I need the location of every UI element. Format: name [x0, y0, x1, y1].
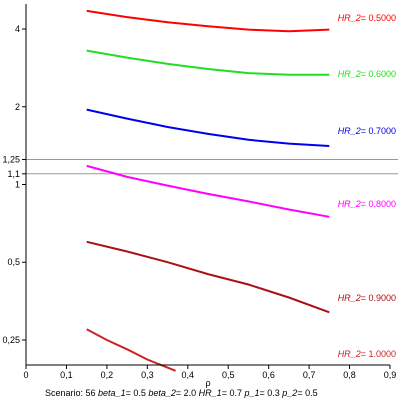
series-line	[86, 108, 330, 147]
x-axis-title: ρ	[205, 378, 210, 388]
series-label-value: = 1.0000	[361, 349, 396, 359]
series-label: HR_2= 1.0000	[338, 349, 396, 359]
series-label: HR_2= 0.6000	[338, 69, 396, 79]
y-tick-label: 1	[15, 180, 20, 190]
y-tick-label: 4	[15, 24, 20, 34]
scenario-label: Scenario:	[45, 388, 86, 398]
param-name: beta_2	[148, 388, 176, 398]
x-tick-label: 0,1	[60, 370, 73, 380]
param-name: p_1	[243, 388, 259, 398]
x-tick-label: 0,8	[343, 370, 356, 380]
param-value: = 0.5	[297, 388, 317, 398]
series-line	[86, 49, 330, 76]
param-name: beta_1	[98, 388, 126, 398]
series-label-name: HR_2	[338, 199, 361, 209]
x-tick-label: 0,2	[101, 370, 114, 380]
param-value: = 0.3	[260, 388, 283, 398]
ticks: 0 0,1 0,2 0,3 0,4 0,5 0,6 0,7 0,8 0,9 0,25 0,5 11,1 1…	[2, 24, 396, 380]
param-value: = 2.0	[176, 388, 199, 398]
y-tick-label: 2	[15, 102, 20, 112]
series-label: HR_2= 0.7000	[338, 126, 396, 136]
series-label: HR_2= 0.5000	[338, 13, 396, 23]
y-tick-label: 0,25	[2, 335, 20, 345]
x-tick-label: 0,7	[303, 370, 316, 380]
param-value: = 0.5	[126, 388, 149, 398]
series-label-name: HR_2	[338, 13, 361, 23]
series-label-name: HR_2	[338, 126, 361, 136]
series-label: HR_2= 0.9000	[338, 293, 396, 303]
x-tick-label: 0,3	[141, 370, 154, 380]
y-tick-label: 0,5	[7, 257, 20, 267]
axes	[25, 4, 390, 366]
x-tick-label: 0	[23, 370, 28, 380]
reference-lines	[26, 158, 398, 175]
series-line	[86, 240, 330, 314]
series-label: HR_2= 0.8000	[338, 199, 396, 209]
series-group	[86, 9, 330, 372]
param-name: HR_1	[199, 388, 222, 398]
x-tick-label: 0,9	[384, 370, 397, 380]
series-line	[86, 328, 176, 372]
scenario-value: 56	[86, 388, 99, 398]
series-label-name: HR_2	[338, 69, 361, 79]
series-label-name: HR_2	[338, 293, 361, 303]
series-line	[86, 9, 330, 33]
footer-text: Scenario: 56 beta_1= 0.5 beta_2= 2.0 HR_…	[45, 388, 318, 398]
series-label-value: = 0.5000	[361, 13, 396, 23]
param-name: p_2	[281, 388, 297, 398]
series-line	[86, 164, 330, 218]
series-label-value: = 0.7000	[361, 126, 396, 136]
x-tick-label: 0,4	[182, 370, 195, 380]
param-value: = 0.7	[222, 388, 245, 398]
x-tick-label: 0,5	[222, 370, 235, 380]
series-label-value: = 0.9000	[361, 293, 396, 303]
series-label-value: = 0.6000	[361, 69, 396, 79]
x-tick-label: 0,6	[262, 370, 275, 380]
y-tick-label: 1,1	[7, 169, 20, 179]
series-label-value: = 0.8000	[361, 199, 396, 209]
y-tick-label: 1,25	[2, 154, 20, 164]
series-label-name: HR_2	[338, 349, 361, 359]
